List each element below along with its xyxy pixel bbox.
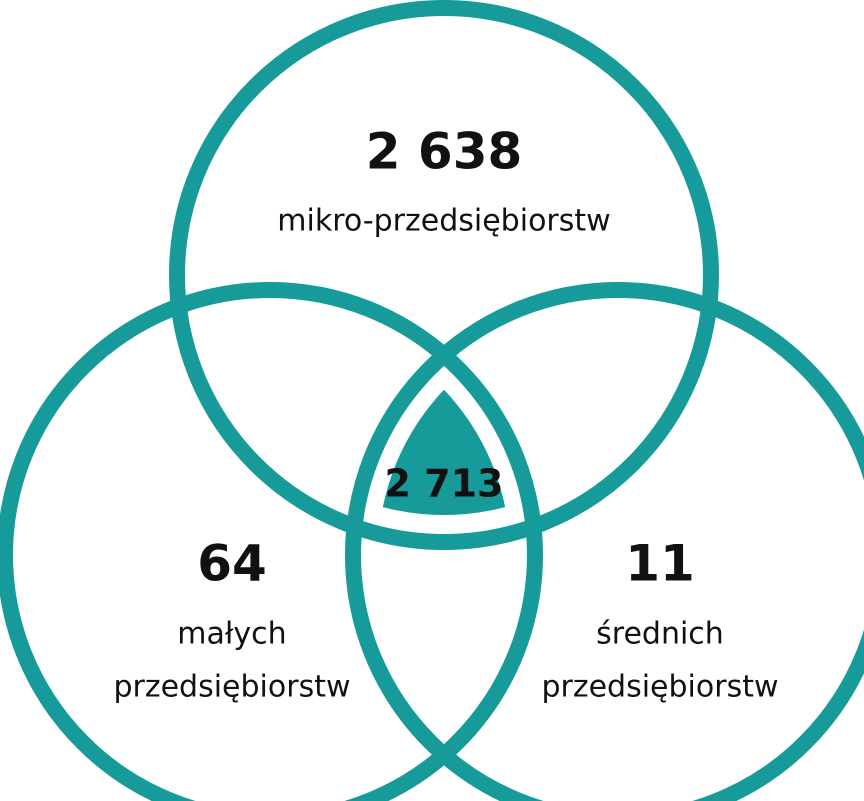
micro-label: mikro-przedsiębiorstw (277, 204, 610, 239)
small-value: 64 (197, 535, 267, 593)
circle-micro (169, 0, 719, 550)
small-label: przedsiębiorstw (113, 670, 350, 705)
circle-medium (345, 282, 864, 801)
circle-small (0, 282, 543, 801)
small-label: małych (177, 617, 286, 652)
medium-label: średnich (596, 617, 724, 652)
micro-value: 2 638 (366, 123, 523, 181)
intersection-fill (204, 315, 510, 515)
medium-value: 11 (625, 535, 695, 593)
medium-label: przedsiębiorstw (541, 670, 778, 705)
center-value: 2 713 (385, 462, 504, 506)
